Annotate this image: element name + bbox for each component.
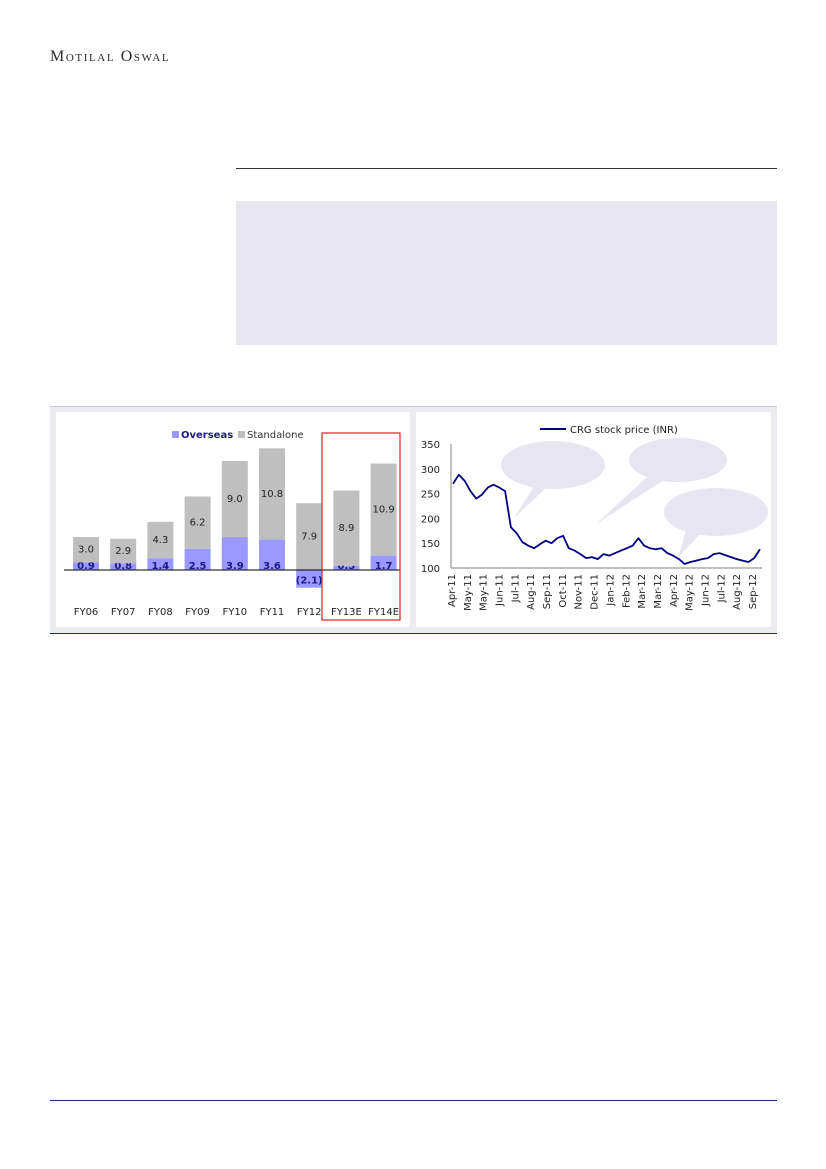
bar-overseas [184,548,211,570]
bar-overseas [147,558,174,570]
line-chart-panel: 100 150 200 250 300 350 CRG stock price (INR) A… [416,412,771,627]
bar-standalone [73,537,99,563]
bar-chart-panel: Overseas Standalone 0.9 3.0 FY06 0.8 2.9 FY07 1.… [56,412,410,627]
footer-rule [50,1100,777,1101]
data-label-overseas: 3.9 [226,561,244,572]
callout-body [501,441,605,489]
x-tick-label: Jul-11 [510,574,521,603]
x-tick-label: Apr-11 [447,574,458,607]
exhibit-top-rule [50,406,777,407]
data-label-overseas: 0.8 [114,561,132,572]
bar-standalone [333,490,360,566]
exhibit-bottom-rule [50,633,777,634]
data-label-standalone: 6.2 [190,518,206,529]
x-tick-label: FY07 [111,607,136,618]
callout-bubble [501,441,605,518]
legend-label-standalone: Standalone [247,430,304,441]
x-tick-label: Apr-12 [669,574,680,607]
x-tick-label: May-11 [463,574,474,611]
data-label-overseas: (2.1) [296,576,323,587]
estimate-highlight-box [321,432,401,621]
data-label-standalone: 8.9 [338,523,354,534]
bar-overseas [73,562,99,570]
x-tick-label: FY09 [185,607,210,618]
data-label-overseas: 1.7 [375,561,393,572]
x-tick-label: Dec-11 [590,574,601,610]
x-tick-label: Sep-11 [542,574,553,609]
data-label-standalone: 9.0 [227,494,243,505]
data-label-overseas: 2.5 [189,561,207,572]
x-tick-label: Aug-11 [526,574,537,610]
data-label-standalone: 4.3 [152,535,168,546]
header-rule [236,168,777,169]
bar-standalone [147,521,174,559]
bar-overseas [259,539,285,570]
data-label-overseas: 3.6 [263,561,281,572]
x-tick-label: FY13E [331,607,362,618]
callout-body [664,488,768,536]
x-tick-label: Nov-11 [574,574,585,610]
data-label-overseas: 0.9 [77,561,95,572]
callout-pointer [678,530,700,558]
x-tick-label: May-11 [479,574,490,611]
x-tick-label: Sep-12 [748,574,759,609]
x-tick-label: May-12 [685,574,696,611]
callout-bubble [596,438,727,524]
x-tick-label: FY14E [368,607,399,618]
bar-overseas [333,565,360,570]
stock-price-chart: 100 150 200 250 300 350 CRG stock price (INR) A… [421,425,768,611]
callout-pointer [596,476,664,524]
data-label-standalone: 3.0 [78,545,94,556]
x-tick-label: FY11 [260,607,285,618]
callout-bubble [664,488,768,558]
y-tick-label: 100 [421,564,440,575]
x-tick-label: FY08 [148,607,173,618]
data-label-overseas: 0.5 [338,561,356,572]
x-tick-label: Jun-12 [701,574,712,607]
data-label-standalone: 2.9 [115,546,131,557]
y-tick-label: 200 [421,514,440,525]
x-tick-label: Oct-11 [558,574,569,608]
data-label-standalone: 10.9 [372,505,394,516]
x-tick-label: Mar-12 [653,574,664,609]
callout-pointer [514,486,546,518]
bar-standalone [184,496,211,549]
bar-overseas [221,537,248,570]
legend-swatch-overseas [172,431,179,438]
y-tick-label: 250 [421,490,440,501]
y-tick-label: 300 [421,465,440,476]
brand-logo: Motilal Oswal [50,48,171,65]
callout-body [629,438,727,482]
x-tick-label: Aug-12 [732,574,743,610]
x-tick-label: Feb-12 [621,574,632,608]
bar-standalone [221,460,248,538]
x-tick-label: FY10 [223,607,248,618]
data-label-standalone: 7.9 [301,532,317,543]
y-tick-label: 150 [421,539,440,550]
x-tick-label: Jan-12 [605,574,616,607]
bar-standalone [259,448,285,540]
chart-legend: Overseas Standalone [172,430,304,441]
price-line [452,473,761,565]
bar-standalone [110,538,137,564]
data-label-standalone: 10.8 [261,489,283,500]
legend-swatch-standalone [238,431,245,438]
bar-overseas [110,563,137,570]
pat-bar-chart: Overseas Standalone 0.9 3.0 FY06 0.8 2.9 FY07 1.… [64,430,401,621]
x-tick-label: FY06 [74,607,99,618]
y-tick-label: 350 [421,440,440,451]
legend-label-overseas: Overseas [181,430,233,441]
x-tick-label: Jul-12 [716,574,727,603]
text-box [236,201,777,345]
x-tick-label: Jun-11 [495,574,506,607]
legend-label: CRG stock price (INR) [570,425,678,436]
data-label-overseas: 1.4 [152,561,170,572]
bar-overseas [370,555,397,570]
bar-standalone [370,463,397,556]
bar-standalone [296,503,323,570]
chart-legend: CRG stock price (INR) [540,425,678,436]
bar-overseas [296,570,323,588]
x-tick-label: Mar-12 [637,574,648,609]
x-tick-label: FY12 [297,607,322,618]
